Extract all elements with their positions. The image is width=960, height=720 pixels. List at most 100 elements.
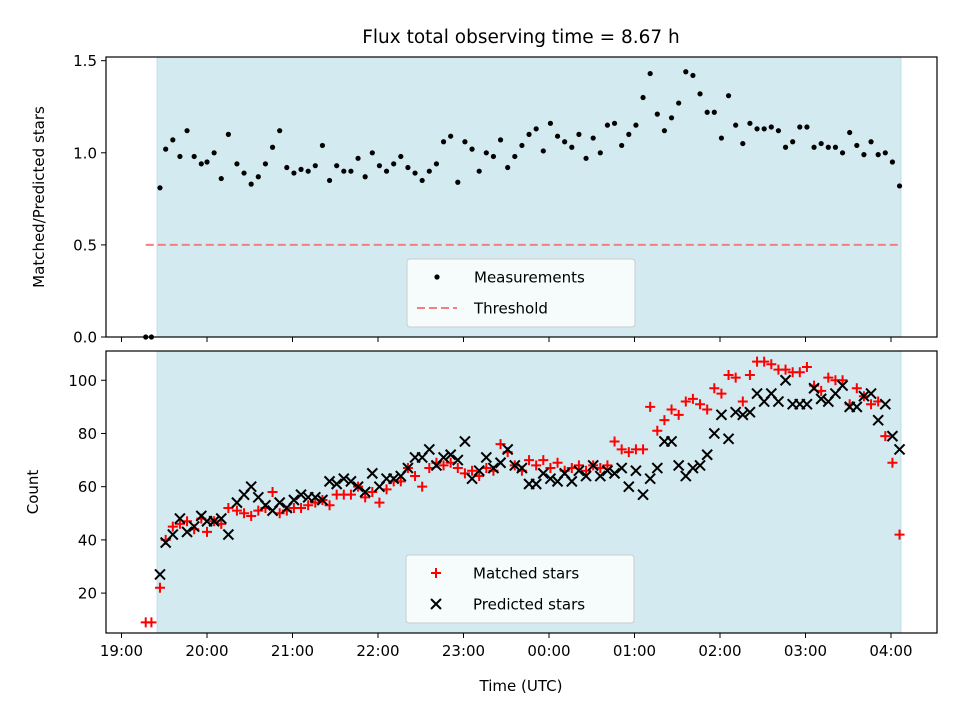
legend-label: Matched stars (473, 565, 579, 583)
measurement-point (541, 148, 546, 153)
measurement-point (270, 145, 275, 150)
measurement-point (320, 143, 325, 148)
measurement-point (398, 154, 403, 159)
legend-label: Threshold (473, 300, 548, 318)
y-axis-label: Count (24, 470, 42, 515)
measurement-point (569, 145, 574, 150)
measurement-point (405, 165, 410, 170)
measurement-point (719, 135, 724, 140)
measurement-point (334, 163, 339, 168)
y-tick-label: 1.0 (73, 144, 97, 162)
measurement-point (868, 139, 873, 144)
measurement-point (384, 169, 389, 174)
measurement-point (355, 156, 360, 161)
measurement-point (669, 115, 674, 120)
x-tick-label: 20:00 (185, 642, 228, 660)
measurement-point (840, 150, 845, 155)
measurement-point (676, 100, 681, 105)
measurement-point (633, 123, 638, 128)
measurement-point (512, 154, 517, 159)
measurement-point (605, 123, 610, 128)
measurement-point (170, 137, 175, 142)
measurement-point (769, 124, 774, 129)
measurement-point (534, 126, 539, 131)
measurement-point (184, 128, 189, 133)
measurement-point (177, 154, 182, 159)
measurement-point (226, 132, 231, 137)
measurement-point (797, 124, 802, 129)
measurement-point (434, 161, 439, 166)
measurement-point (291, 170, 296, 175)
measurement-point (747, 121, 752, 126)
measurement-point (883, 150, 888, 155)
y-tick-label: 100 (68, 372, 97, 390)
measurement-point (234, 161, 239, 166)
measurement-point (327, 178, 332, 183)
measurement-point (455, 180, 460, 185)
ratio-panel: 0.0 0.5 1.0 1.5 Matched/Predicted stars Measu… (30, 52, 937, 346)
measurement-point (412, 170, 417, 175)
measurement-point (640, 95, 645, 100)
measurement-point (591, 135, 596, 140)
measurement-point (341, 169, 346, 174)
measurement-point (683, 69, 688, 74)
measurement-point (726, 93, 731, 98)
measurement-point (705, 110, 710, 115)
measurement-point (833, 145, 838, 150)
x-tick-label: 22:00 (356, 642, 399, 660)
measurement-point (819, 141, 824, 146)
legend-label: Measurements (474, 269, 585, 287)
measurement-point (598, 150, 603, 155)
measurement-point (619, 143, 624, 148)
measurement-point (219, 176, 224, 181)
x-tick-label: 01:00 (613, 642, 656, 660)
measurement-point (804, 124, 809, 129)
measurement-point (526, 132, 531, 137)
y-tick-label: 20 (78, 585, 97, 603)
measurement-point (348, 169, 353, 174)
legend: Matched starsPredicted stars (406, 555, 634, 623)
measurement-point (740, 141, 745, 146)
measurement-point (811, 145, 816, 150)
measurement-point (391, 161, 396, 166)
measurement-point (427, 169, 432, 174)
measurement-point (284, 165, 289, 170)
measurement-point (306, 169, 311, 174)
chart: Flux total observing time = 8.67 h 0.00.… (0, 0, 960, 720)
measurement-point (576, 132, 581, 137)
measurement-point (826, 145, 831, 150)
measurement-point (776, 128, 781, 133)
measurement-point (847, 130, 852, 135)
measurement-point (377, 163, 382, 168)
y-tick-label: 0.0 (73, 329, 97, 347)
measurement-point (790, 139, 795, 144)
measurement-point (441, 139, 446, 144)
measurement-point (163, 147, 168, 152)
measurement-point (491, 154, 496, 159)
measurement-point (548, 121, 553, 126)
measurement-point (655, 112, 660, 117)
measurement-point (733, 123, 738, 128)
measurement-point (469, 147, 474, 152)
matched-star-point (146, 617, 156, 627)
x-tick-label: 02:00 (698, 642, 741, 660)
measurement-point (204, 159, 209, 164)
y-tick-label: 0.5 (73, 236, 97, 254)
y-tick-label: 40 (78, 531, 97, 549)
measurement-point (448, 134, 453, 139)
measurement-point (697, 91, 702, 96)
measurement-point (519, 143, 524, 148)
measurement-point (583, 156, 588, 161)
measurement-point (298, 167, 303, 172)
measurement-point (861, 152, 866, 157)
measurement-point (648, 71, 653, 76)
measurement-point (212, 150, 217, 155)
measurement-point (241, 170, 246, 175)
measurement-point (192, 154, 197, 159)
measurement-point (562, 139, 567, 144)
x-tick-label: 23:00 (442, 642, 485, 660)
x-tick-label: 19:00 (100, 642, 143, 660)
measurement-point (157, 185, 162, 190)
measurement-point (313, 163, 318, 168)
measurement-point (462, 139, 467, 144)
